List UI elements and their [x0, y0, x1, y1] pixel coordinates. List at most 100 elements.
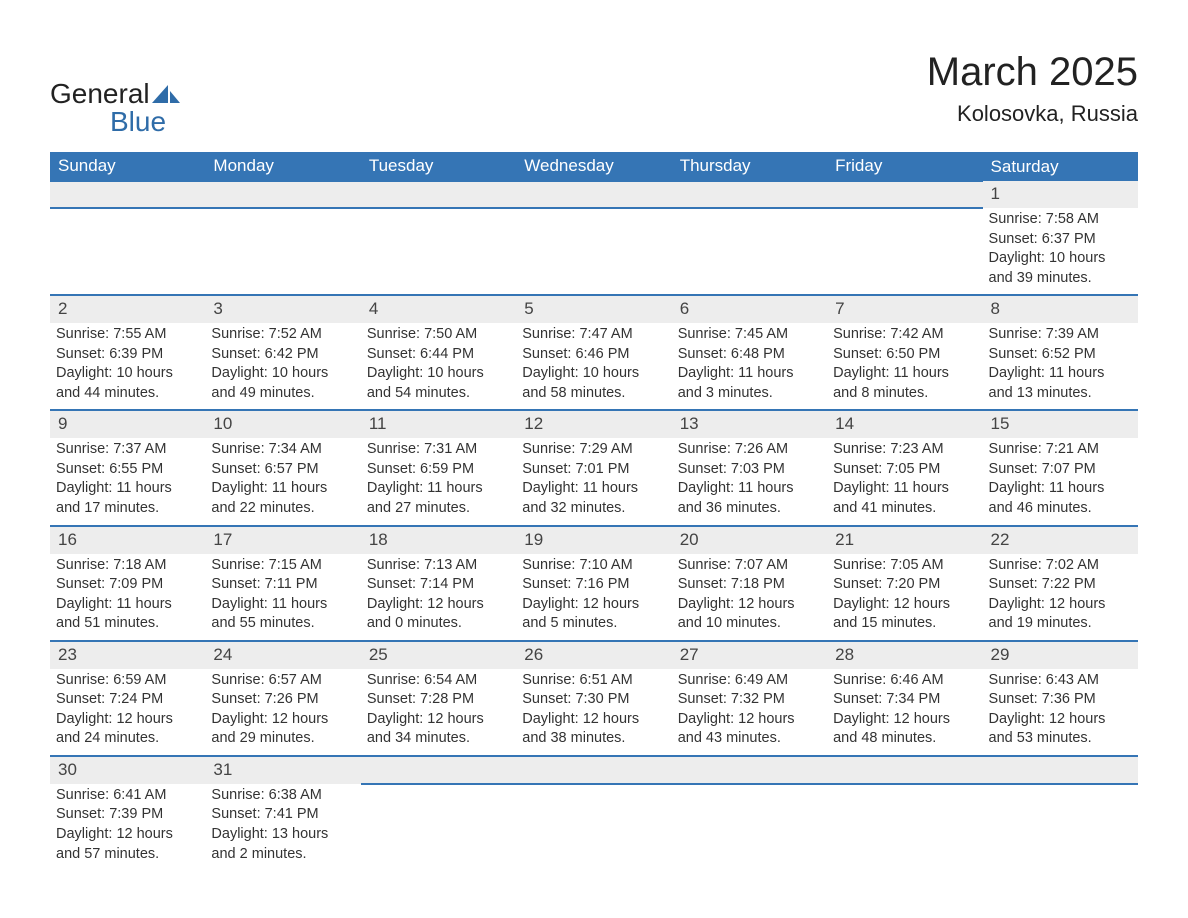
day-detail-cell: Sunrise: 7:47 AMSunset: 6:46 PMDaylight:… — [516, 323, 671, 410]
calendar-table: Sunday Monday Tuesday Wednesday Thursday… — [50, 152, 1138, 870]
day-detail-line: Sunset: 7:30 PM — [522, 690, 665, 710]
day-number-row: 2345678 — [50, 295, 1138, 323]
day-detail-line: Daylight: 11 hours — [522, 479, 665, 499]
weekday-header: Thursday — [672, 152, 827, 181]
day-detail-line: Daylight: 11 hours — [678, 364, 821, 384]
day-number-cell: 27 — [672, 641, 827, 669]
day-detail-line: and 36 minutes. — [678, 499, 821, 519]
day-detail-cell: Sunrise: 7:23 AMSunset: 7:05 PMDaylight:… — [827, 438, 982, 525]
day-detail-line: Daylight: 12 hours — [367, 595, 510, 615]
day-detail-line: and 49 minutes. — [211, 384, 354, 404]
day-detail-cell: Sunrise: 7:07 AMSunset: 7:18 PMDaylight:… — [672, 554, 827, 641]
day-detail-line: and 17 minutes. — [56, 499, 199, 519]
day-detail-line: Sunset: 6:55 PM — [56, 460, 199, 480]
day-number-cell: 1 — [983, 181, 1138, 208]
day-detail-line: and 34 minutes. — [367, 729, 510, 749]
day-detail-line: Sunset: 6:42 PM — [211, 345, 354, 365]
day-detail-line: Sunrise: 7:13 AM — [367, 556, 510, 576]
day-detail-line: Daylight: 11 hours — [989, 479, 1132, 499]
day-number-cell: 28 — [827, 641, 982, 669]
day-detail-cell: Sunrise: 6:59 AMSunset: 7:24 PMDaylight:… — [50, 669, 205, 756]
day-detail-line: Sunset: 7:36 PM — [989, 690, 1132, 710]
day-detail-line: Daylight: 10 hours — [989, 249, 1132, 269]
day-detail-line: Daylight: 13 hours — [211, 825, 354, 845]
day-detail-line: Daylight: 12 hours — [989, 595, 1132, 615]
day-detail-line: Sunset: 7:11 PM — [211, 575, 354, 595]
day-detail-line: Sunset: 7:41 PM — [211, 805, 354, 825]
day-detail-line: Daylight: 11 hours — [833, 479, 976, 499]
day-detail-line: Daylight: 11 hours — [678, 479, 821, 499]
day-detail-line: Sunrise: 7:58 AM — [989, 210, 1132, 230]
day-detail-line: Sunrise: 7:50 AM — [367, 325, 510, 345]
day-number-cell: 4 — [361, 295, 516, 323]
day-detail-line: and 53 minutes. — [989, 729, 1132, 749]
day-detail-line: Sunset: 7:03 PM — [678, 460, 821, 480]
day-detail-line: Sunset: 7:09 PM — [56, 575, 199, 595]
day-number-cell — [205, 181, 360, 208]
day-number-cell: 10 — [205, 410, 360, 438]
day-detail-row: Sunrise: 7:37 AMSunset: 6:55 PMDaylight:… — [50, 438, 1138, 525]
day-detail-cell — [361, 784, 516, 870]
day-detail-line: Sunset: 7:20 PM — [833, 575, 976, 595]
day-detail-line: Sunset: 7:14 PM — [367, 575, 510, 595]
day-detail-line: and 5 minutes. — [522, 614, 665, 634]
day-detail-line: Sunset: 7:39 PM — [56, 805, 199, 825]
day-detail-line: Sunrise: 7:02 AM — [989, 556, 1132, 576]
day-detail-line: Sunrise: 6:51 AM — [522, 671, 665, 691]
day-detail-line: Daylight: 11 hours — [211, 595, 354, 615]
day-detail-line: and 55 minutes. — [211, 614, 354, 634]
day-detail-line: Sunset: 7:28 PM — [367, 690, 510, 710]
day-number-cell: 14 — [827, 410, 982, 438]
day-detail-line: Sunrise: 7:21 AM — [989, 440, 1132, 460]
day-detail-line: and 46 minutes. — [989, 499, 1132, 519]
day-detail-line: Sunset: 6:50 PM — [833, 345, 976, 365]
day-detail-line: Sunrise: 7:18 AM — [56, 556, 199, 576]
day-detail-cell: Sunrise: 7:05 AMSunset: 7:20 PMDaylight:… — [827, 554, 982, 641]
day-number-cell: 23 — [50, 641, 205, 669]
day-detail-line: and 19 minutes. — [989, 614, 1132, 634]
day-detail-line: Sunrise: 7:15 AM — [211, 556, 354, 576]
weekday-header: Sunday — [50, 152, 205, 181]
day-number-cell: 17 — [205, 526, 360, 554]
day-detail-line: and 10 minutes. — [678, 614, 821, 634]
day-detail-cell — [672, 784, 827, 870]
day-detail-line: and 15 minutes. — [833, 614, 976, 634]
day-detail-line: Sunrise: 7:26 AM — [678, 440, 821, 460]
day-detail-cell — [516, 208, 671, 295]
day-detail-line: Daylight: 10 hours — [56, 364, 199, 384]
day-detail-line: Sunset: 7:26 PM — [211, 690, 354, 710]
day-detail-row: Sunrise: 7:18 AMSunset: 7:09 PM Daylight:… — [50, 554, 1138, 641]
day-detail-line: Daylight: 12 hours — [211, 710, 354, 730]
day-number-cell: 9 — [50, 410, 205, 438]
day-number-row: 1 — [50, 181, 1138, 208]
day-number-cell: 21 — [827, 526, 982, 554]
day-number-row: 16171819202122 — [50, 526, 1138, 554]
day-detail-line: Sunset: 7:05 PM — [833, 460, 976, 480]
day-detail-line: and 39 minutes. — [989, 269, 1132, 289]
day-number-cell: 24 — [205, 641, 360, 669]
day-detail-line: and 22 minutes. — [211, 499, 354, 519]
day-detail-row: Sunrise: 7:55 AMSunset: 6:39 PMDaylight:… — [50, 323, 1138, 410]
day-detail-line: Sunset: 7:07 PM — [989, 460, 1132, 480]
day-detail-line: Sunset: 6:57 PM — [211, 460, 354, 480]
day-detail-line: Daylight: 12 hours — [522, 595, 665, 615]
day-detail-line: Daylight: 11 hours — [56, 479, 199, 499]
day-detail-line: and 27 minutes. — [367, 499, 510, 519]
brand-name-b: Blue — [110, 108, 166, 136]
day-detail-line: Sunrise: 7:37 AM — [56, 440, 199, 460]
day-detail-line: and 13 minutes. — [989, 384, 1132, 404]
day-detail-cell — [50, 208, 205, 295]
day-detail-line: Sunset: 7:16 PM — [522, 575, 665, 595]
day-detail-row: Sunrise: 7:58 AMSunset: 6:37 PMDaylight:… — [50, 208, 1138, 295]
day-detail-line: and 29 minutes. — [211, 729, 354, 749]
day-detail-line: Sunset: 7:34 PM — [833, 690, 976, 710]
day-detail-cell: Sunrise: 6:41 AMSunset: 7:39 PMDaylight:… — [50, 784, 205, 870]
day-detail-line: Daylight: 12 hours — [522, 710, 665, 730]
day-detail-line: Sunrise: 6:43 AM — [989, 671, 1132, 691]
day-detail-line: and 54 minutes. — [367, 384, 510, 404]
day-detail-cell — [672, 208, 827, 295]
day-detail-cell: Sunrise: 7:15 AMSunset: 7:11 PMDaylight:… — [205, 554, 360, 641]
day-number-cell — [827, 756, 982, 784]
day-number-cell — [827, 181, 982, 208]
day-number-cell: 2 — [50, 295, 205, 323]
